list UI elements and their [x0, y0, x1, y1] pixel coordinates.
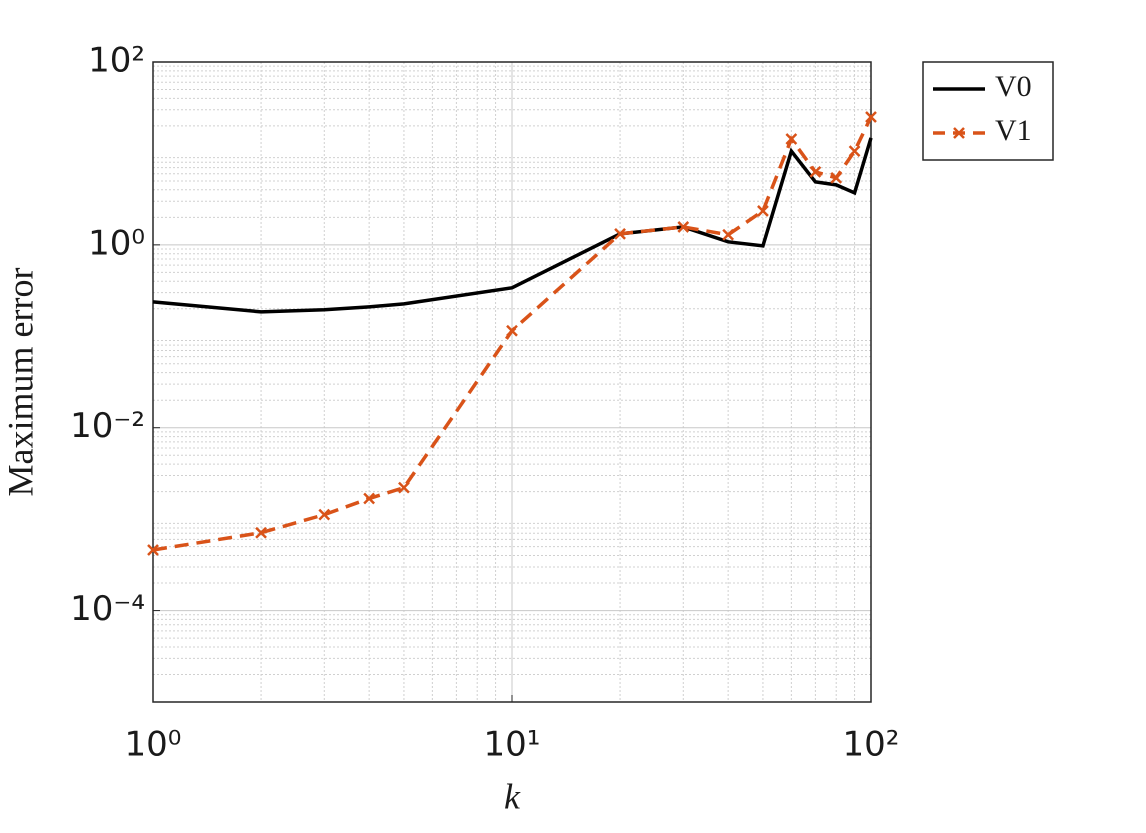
- marker: [398, 481, 410, 494]
- marker: [785, 133, 798, 145]
- legend-marker: [953, 127, 965, 139]
- legend-label: V1: [995, 114, 1032, 147]
- marker: [614, 227, 626, 240]
- marker: [848, 145, 861, 157]
- plot-frame: [152, 61, 872, 703]
- marker: [147, 544, 159, 556]
- y-axis-label: Maximum error: [0, 268, 40, 497]
- x-axis-label: k: [504, 776, 521, 816]
- marker: [318, 508, 331, 521]
- legend-box: [922, 61, 1054, 161]
- y-tick-label: 10⁻⁴: [70, 589, 145, 629]
- marker: [809, 166, 822, 178]
- marker: [757, 205, 769, 217]
- legend-label: V0: [995, 70, 1032, 103]
- x-tick-label: 10¹: [484, 725, 541, 765]
- y-tick-label: 10²: [88, 41, 145, 81]
- x-tick-label: 10⁰: [125, 725, 182, 765]
- marker: [255, 526, 267, 539]
- y-tick-label: 10⁰: [88, 223, 145, 263]
- marker: [865, 111, 877, 123]
- marker: [363, 492, 376, 505]
- marker: [830, 172, 843, 184]
- marker: [722, 228, 735, 241]
- x-tick-label: 10²: [843, 725, 900, 765]
- marker: [506, 324, 518, 337]
- marker: [677, 221, 690, 233]
- y-tick-label: 10⁻²: [70, 406, 145, 446]
